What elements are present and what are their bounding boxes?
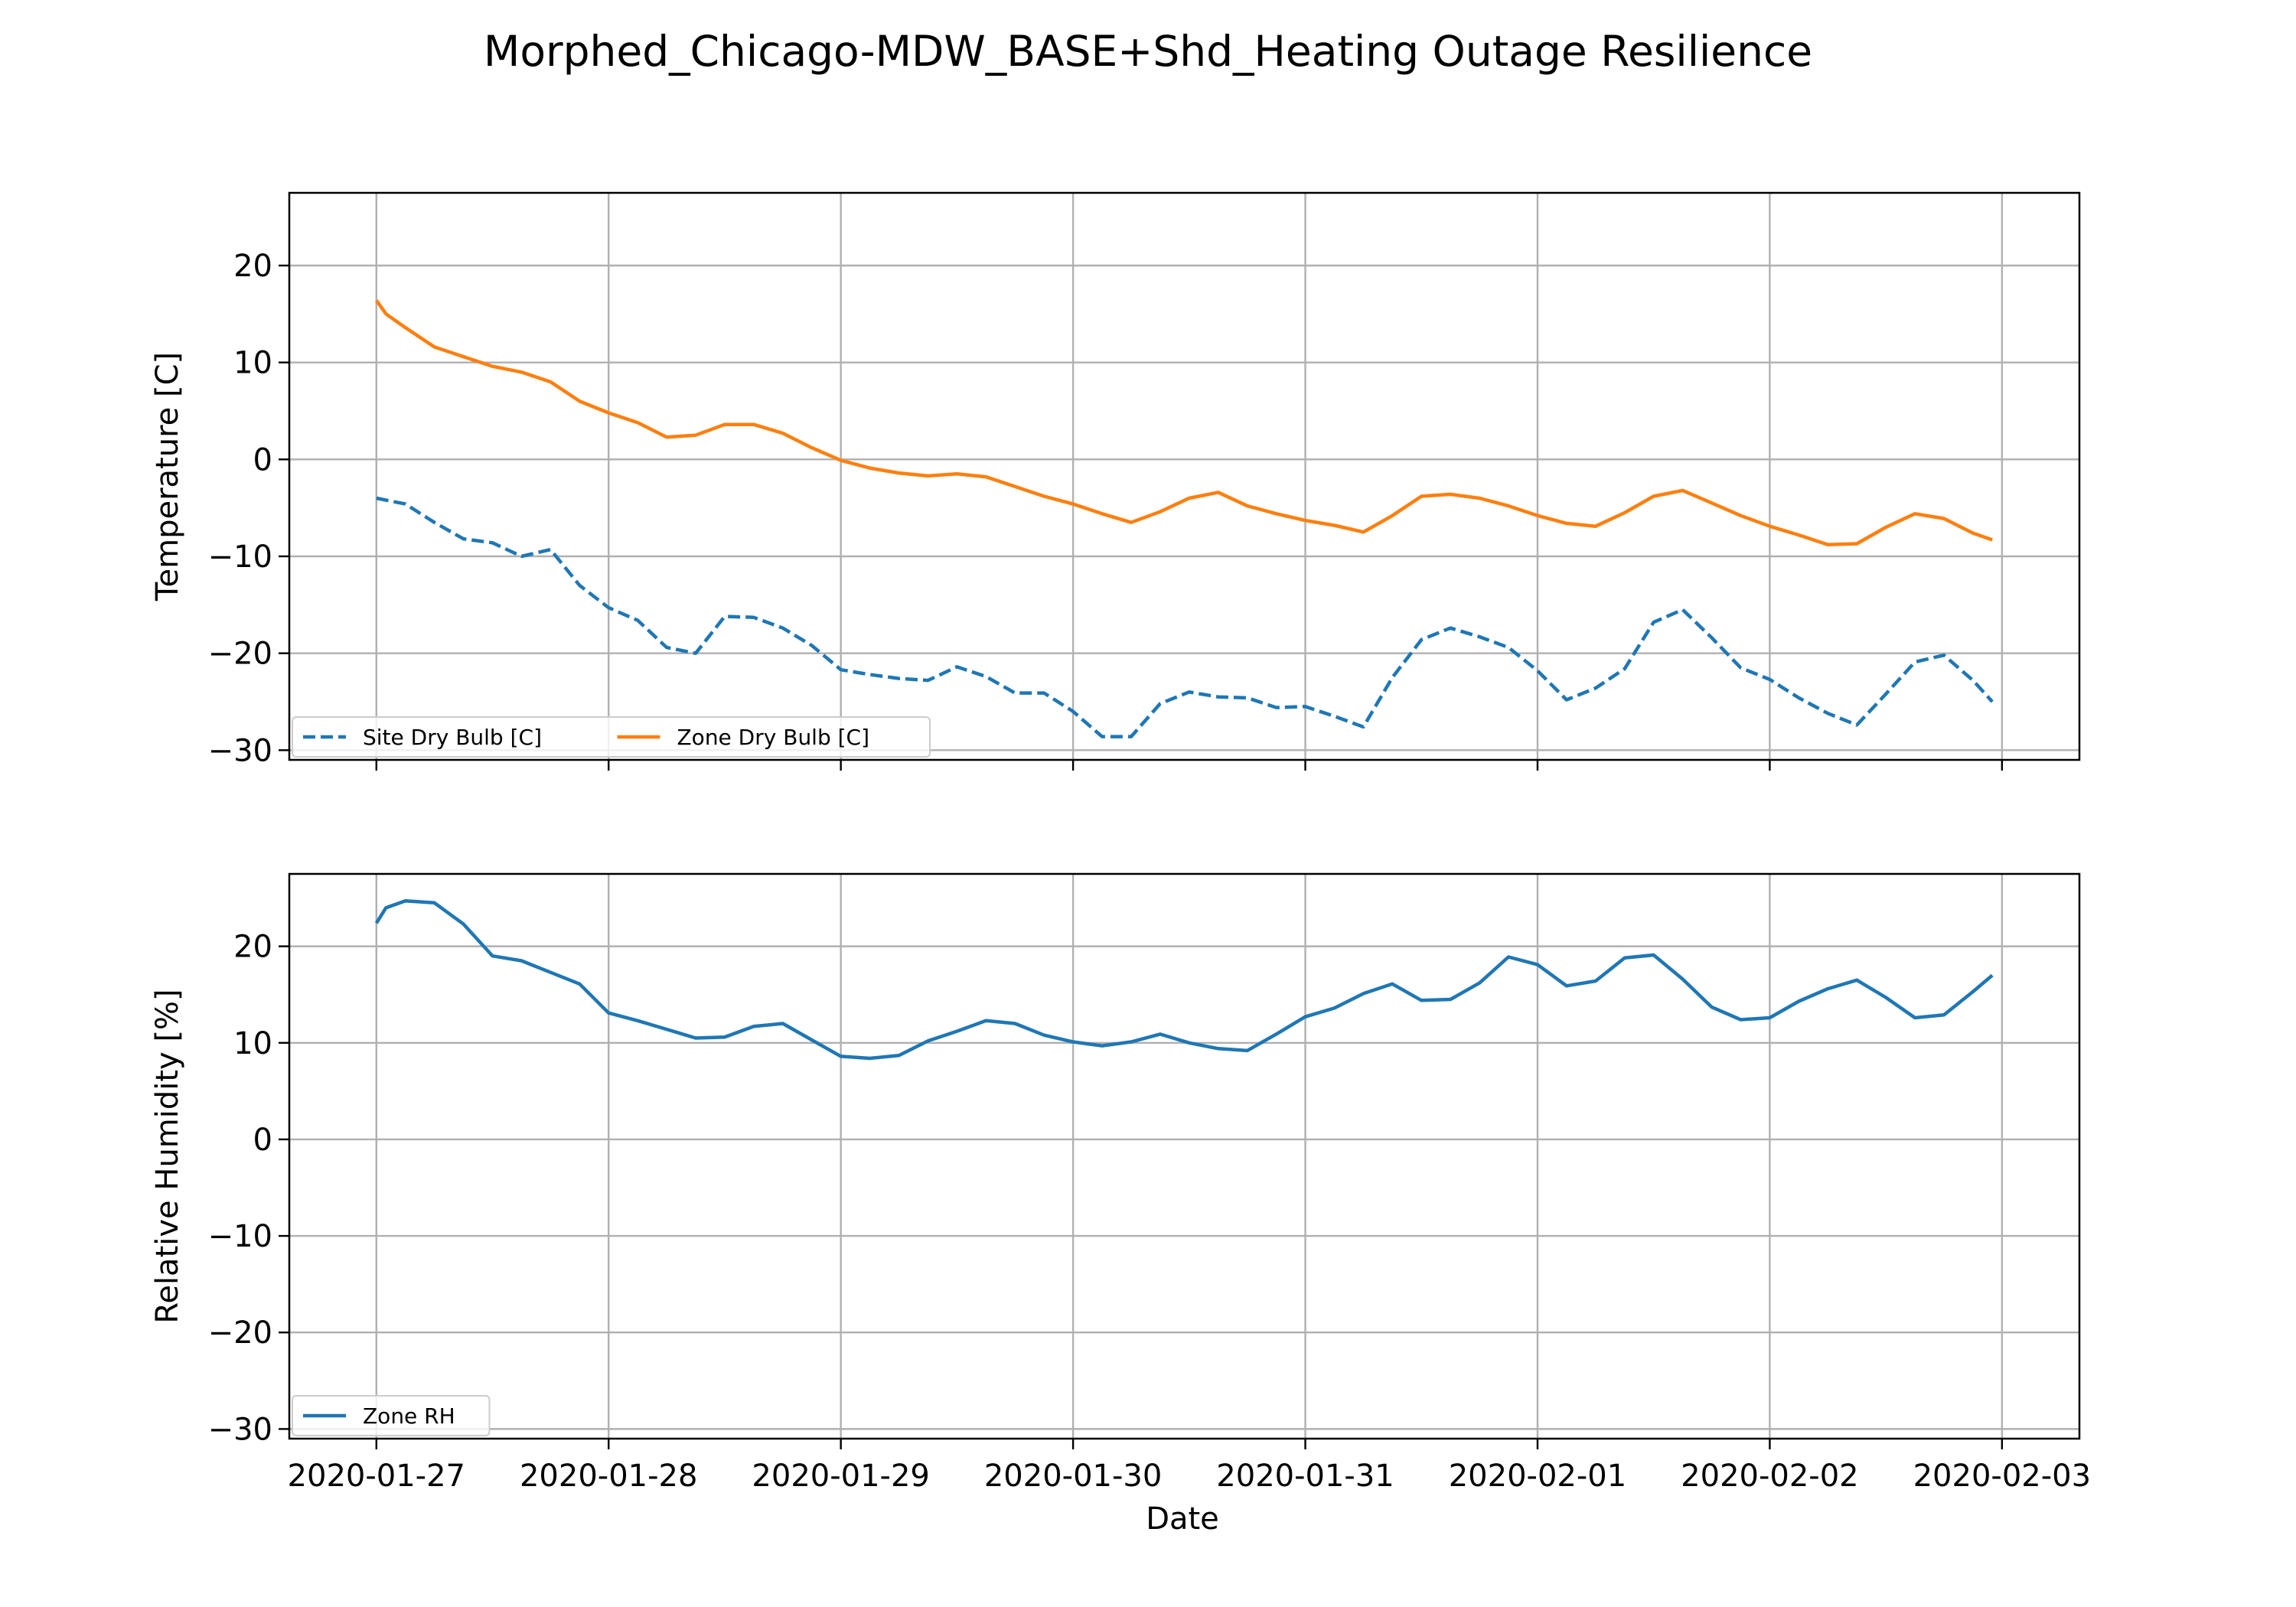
series-line-zone-rh [374, 899, 1994, 1061]
y-tick-label: −30 [208, 733, 272, 768]
y-tick-label: 10 [233, 346, 272, 381]
y-tick-label: −10 [208, 539, 272, 575]
series-line-zone-dry-bulb-c [374, 299, 1993, 547]
y-axis-label: Temperature [C] [150, 352, 185, 601]
series-line-site-dry-bulb-c [376, 496, 1994, 738]
y-axis-label: Relative Humidity [%] [150, 989, 185, 1323]
x-tick-label: 2020-01-31 [1216, 1459, 1394, 1494]
y-tick-label: −30 [208, 1412, 272, 1447]
temperature-panel: −30 −20 −10 0 10 20 Temperature [C] Site Dry Bu… [150, 191, 2081, 771]
legend: Site Dry Bulb [C] Zone Dry Bulb [C] [292, 716, 931, 758]
figure-title: Morphed_Chicago-MDW_BASE+Shd_Heating Out… [483, 27, 1813, 76]
y-tick-label: 0 [253, 1123, 272, 1158]
x-tick-label: 2020-01-28 [520, 1459, 697, 1494]
legend-label: Zone Dry Bulb [C] [677, 725, 870, 750]
y-tick-label: −20 [208, 1315, 272, 1351]
legend-label: Zone RH [363, 1403, 455, 1429]
legend-box [292, 1395, 491, 1436]
legend-box [292, 716, 931, 758]
x-tick-label: 2020-01-30 [984, 1459, 1162, 1494]
y-tick-label: 10 [233, 1026, 272, 1061]
plot-frame [288, 872, 2081, 1440]
x-tick-label: 2020-02-01 [1449, 1459, 1626, 1494]
y-tick-label: −20 [208, 637, 272, 672]
y-tick-label: 0 [253, 442, 272, 478]
plot-frame [288, 191, 2081, 761]
legend: Zone RH [292, 1395, 491, 1436]
humidity-panel: −30 −20 −10 0 10 20 2020-01-27 2020-01-28 2020-0… [150, 872, 2091, 1494]
x-tick-label: 2020-01-29 [752, 1459, 929, 1494]
y-tick-label: −10 [208, 1219, 272, 1254]
x-axis-label: Date [1146, 1501, 1219, 1537]
x-tick-label: 2020-02-03 [1913, 1459, 2091, 1494]
x-tick-label: 2020-02-02 [1681, 1459, 1858, 1494]
x-tick-label: 2020-01-27 [288, 1459, 465, 1494]
legend-label: Site Dry Bulb [C] [363, 725, 542, 750]
y-tick-label: 20 [233, 930, 272, 965]
y-tick-label: 20 [233, 249, 272, 284]
